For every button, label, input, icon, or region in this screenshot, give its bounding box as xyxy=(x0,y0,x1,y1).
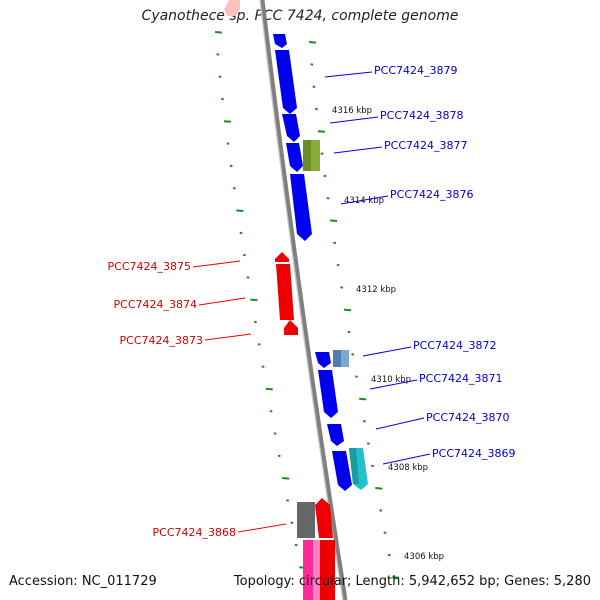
gene-arrow[interactable] xyxy=(284,320,298,335)
gene-arrow[interactable] xyxy=(315,352,331,368)
major-tick xyxy=(359,397,367,401)
gene-arrow[interactable] xyxy=(290,174,312,241)
major-tick xyxy=(282,477,290,480)
gene-olive-shade xyxy=(311,140,320,171)
major-tick xyxy=(392,576,400,579)
gene-label-reverse[interactable]: PCC7424_3873 xyxy=(120,334,203,347)
gene-label-reverse[interactable]: PCC7424_3875 xyxy=(108,260,191,273)
kbp-label: 4314 kbp xyxy=(344,196,384,206)
major-tick xyxy=(223,120,232,123)
label-leader-line xyxy=(369,379,418,390)
forward-gene-labels: PCC7424_3879 PCC7424_3878 PCC7424_3877 P… xyxy=(324,64,515,465)
major-tick xyxy=(250,298,258,302)
reverse-genes xyxy=(275,252,335,600)
gene-label-forward[interactable]: PCC7424_3878 xyxy=(380,109,463,122)
gene-arrow[interactable] xyxy=(286,143,303,172)
label-leader-line xyxy=(382,453,431,465)
gene-arrow[interactable] xyxy=(332,451,352,491)
gene-label-forward[interactable]: PCC7424_3877 xyxy=(384,139,467,152)
gene-arrow[interactable] xyxy=(282,114,300,142)
colored-genes xyxy=(303,140,368,490)
topology-text: Topology: circular; Length: 5,942,652 bp… xyxy=(233,574,591,589)
gene-arrow[interactable] xyxy=(275,50,297,114)
reverse-gene-labels: PCC7424_3875 PCC7424_3874 PCC7424_3873 P… xyxy=(108,260,287,539)
kbp-label: 4310 kbp xyxy=(371,375,411,385)
major-tick xyxy=(308,41,317,44)
major-tick xyxy=(375,487,383,490)
major-tick xyxy=(343,308,352,312)
kbp-label: 4312 kbp xyxy=(356,285,396,295)
gene-label-forward[interactable]: PCC7424_3870 xyxy=(426,411,509,424)
gene-arrow-faint[interactable] xyxy=(224,0,240,16)
gene-label-forward[interactable]: PCC7424_3869 xyxy=(432,447,515,460)
tick-track-right xyxy=(308,41,400,579)
gene-olive[interactable] xyxy=(303,140,311,171)
accession-text: Accession: NC_011729 xyxy=(9,574,157,589)
gene-red-lower[interactable] xyxy=(319,540,335,600)
gene-steelblue[interactable] xyxy=(333,350,341,367)
label-leader-line xyxy=(324,71,373,78)
gene-cyan-shade xyxy=(349,448,359,484)
genome-backbone xyxy=(259,0,348,600)
major-tick xyxy=(214,31,223,34)
major-tick xyxy=(236,209,244,212)
gene-label-forward[interactable]: PCC7424_3879 xyxy=(374,64,457,77)
gene-arrow[interactable] xyxy=(275,252,289,262)
gene-label-forward[interactable]: PCC7424_3871 xyxy=(419,372,502,385)
gene-label-reverse[interactable]: PCC7424_3868 xyxy=(153,526,236,539)
major-tick xyxy=(265,387,273,391)
label-leader-line xyxy=(340,195,389,205)
gene-arrow[interactable] xyxy=(315,498,333,538)
gene-pink-light xyxy=(313,540,320,600)
gene-gray[interactable] xyxy=(297,502,315,538)
gene-arrow[interactable] xyxy=(273,34,287,48)
gene-arrow[interactable] xyxy=(276,264,294,320)
major-tick xyxy=(317,130,325,133)
label-leader-line xyxy=(333,146,383,154)
gene-arrow[interactable] xyxy=(327,424,344,446)
map-title: Cyanothece sp. PCC 7424, complete genome xyxy=(141,8,459,24)
label-leader-line xyxy=(237,523,287,533)
label-leader-line xyxy=(329,116,379,124)
gene-label-forward[interactable]: PCC7424_3876 xyxy=(390,188,473,201)
label-leader-line xyxy=(204,333,252,341)
forward-genes xyxy=(273,34,352,491)
kbp-label: 4306 kbp xyxy=(404,552,444,562)
label-leader-line xyxy=(362,346,412,357)
kbp-label: 4316 kbp xyxy=(332,106,372,116)
label-leader-line xyxy=(192,260,241,268)
label-leader-line xyxy=(375,417,425,430)
label-leader-line xyxy=(198,297,246,306)
gene-label-reverse[interactable]: PCC7424_3874 xyxy=(114,298,197,311)
gene-label-forward[interactable]: PCC7424_3872 xyxy=(413,339,496,352)
major-tick xyxy=(330,219,338,222)
gene-steelblue-shade xyxy=(341,350,349,367)
kbp-labels: 4316 kbp 4314 kbp 4312 kbp 4310 kbp 4308… xyxy=(332,106,444,562)
gene-arrow[interactable] xyxy=(318,370,338,418)
kbp-label: 4308 kbp xyxy=(388,463,428,473)
